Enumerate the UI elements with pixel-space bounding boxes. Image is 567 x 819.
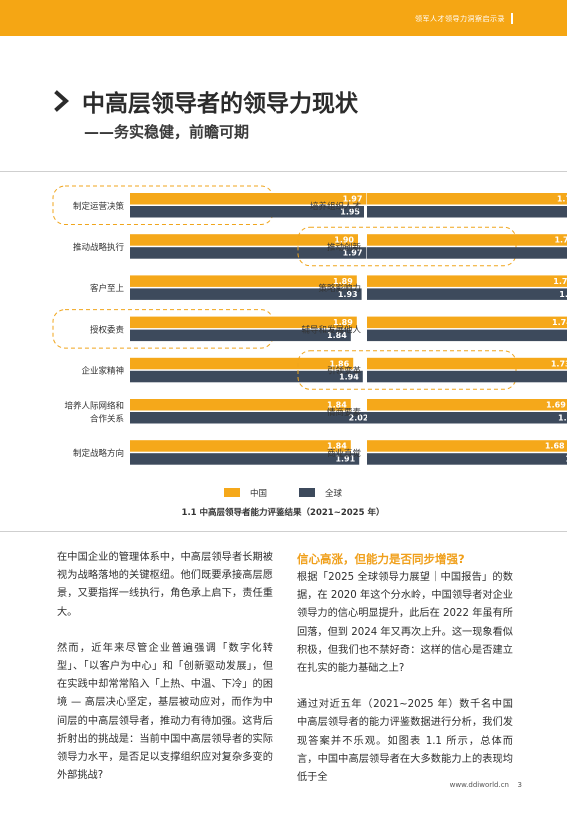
data-label: 1.89: [333, 277, 353, 286]
bar-global: [130, 206, 364, 218]
data-label: 1.97: [343, 195, 363, 204]
data-label: 1.97: [343, 249, 363, 258]
data-label: 1.86: [329, 359, 349, 368]
category-label: 辅导和发展他人: [301, 324, 361, 335]
legend-swatch: [299, 488, 315, 497]
bar-global: [367, 453, 567, 465]
highlight-box: [297, 350, 517, 390]
bar-global: [367, 288, 567, 300]
bar-global: [130, 453, 360, 465]
bar-china: [130, 275, 357, 287]
data-label: 1.68: [545, 442, 565, 451]
bar-global: [367, 370, 567, 383]
legend-label: 中国: [250, 488, 267, 499]
category-label: 推动战略执行: [73, 242, 125, 253]
page-subtitle: ——务实稳健，前瞻可期: [84, 123, 250, 141]
category-label: 培养人际网络和: [64, 400, 124, 411]
bar-china: [130, 357, 354, 370]
bar-global: [130, 412, 373, 424]
series-title: 领军人才领导力洞察启示录: [415, 15, 505, 23]
bar-china: [130, 316, 357, 329]
bar-global: [367, 206, 567, 218]
chevron-right-icon: [54, 90, 70, 112]
body-paragraph: 然而，近年来尽管企业普遍强调「数字化转型」、「以客户为中心」和「创新驱动发展」，…: [57, 642, 273, 782]
bar-china: [367, 316, 567, 329]
data-label: 1.73: [551, 359, 567, 368]
category-label: 推动创新: [327, 242, 362, 253]
data-label: 1.69: [546, 401, 566, 410]
data-label: 1.91: [335, 455, 355, 464]
right-column: 信心高涨，但能力是否同步增强? 根据「2025 全球领导力展望｜中国报告」的数据…: [297, 550, 513, 805]
bar-china: [130, 399, 351, 411]
chart-caption: 1.1 中高层领导者能力评鉴结果（2021~2025 年）: [182, 507, 385, 518]
data-label: 1.80: [559, 290, 567, 299]
bar-global: [367, 247, 567, 259]
section-heading: 信心高涨，但能力是否同步增强?: [297, 552, 465, 566]
highlight-box: [297, 226, 517, 267]
bar-china: [367, 193, 567, 205]
body-paragraph: 根据「2025 全球领导力展望｜中国报告」的数据，在 2020 年这个分水岭，中…: [297, 572, 513, 675]
data-label: 1.78: [557, 195, 567, 204]
legend-label: 全球: [325, 488, 343, 499]
bar-china: [367, 234, 567, 246]
category-label: 策略影响力: [318, 283, 361, 294]
bar-china: [367, 357, 567, 370]
bar-china: [130, 440, 351, 452]
data-label: 1.90: [334, 236, 354, 245]
category-label: 企业家精神: [81, 366, 124, 377]
bar-global: [130, 370, 363, 383]
data-label: 1.74: [552, 318, 567, 327]
category-label: 培养组织人才: [310, 201, 361, 212]
data-label: 1.75: [553, 277, 567, 286]
competency-bar-chart: 制定运营决策 1.97 1.95 推动战略执行 1.90 1.97 客户至上 1.89 1.93…: [52, 185, 567, 518]
data-label: 1.84: [327, 331, 347, 340]
highlight-box: [52, 309, 274, 349]
category-label: 合作关系: [90, 413, 124, 424]
bar-global: [130, 288, 362, 300]
left-column: 在中国企业的管理体系中，中高层领导者长期被视为战略落地的关键枢纽。他们既要承接高…: [57, 549, 273, 803]
page-title: 中高层领导者的领导力现状: [82, 91, 358, 117]
bar-china: [130, 234, 358, 246]
body-paragraph: 通过对近五年（2021~2025 年）数千名中国中高层领导者的能力评鉴数据进行分…: [297, 699, 513, 784]
bar-china: [367, 399, 567, 411]
bar-global: [367, 412, 567, 424]
page-number: 3: [517, 781, 522, 789]
data-label: 1.93: [338, 290, 358, 299]
highlight-box: [52, 185, 274, 225]
body-paragraph: 在中国企业的管理体系中，中高层领导者长期被视为战略落地的关键枢纽。他们既要承接高…: [57, 552, 273, 618]
footer-url[interactable]: www.ddiworld.cn: [449, 781, 509, 789]
bar-global: [130, 247, 367, 259]
category-label: 商业直觉: [327, 448, 362, 459]
data-label: 1.76: [554, 236, 567, 245]
data-label: 1.89: [333, 318, 353, 327]
top-banner: 领军人才领导力洞察启示录: [0, 0, 567, 36]
header-divider: [511, 13, 513, 24]
chart-area: [0, 171, 567, 532]
bar-china: [367, 440, 567, 452]
data-label: 1.85: [565, 455, 567, 464]
category-label: 授权委责: [90, 324, 125, 335]
bar-global: [130, 329, 351, 342]
bar-china: [130, 193, 367, 205]
category-label: 情商要素: [327, 407, 362, 418]
legend-swatch: [224, 488, 240, 497]
category-label: 制定运营决策: [73, 201, 125, 212]
data-label: 2.02: [349, 414, 369, 423]
data-label: 1.94: [339, 372, 359, 381]
data-label: 1.79: [558, 414, 567, 423]
bar-china: [367, 275, 567, 287]
data-label: 1.95: [340, 208, 360, 217]
data-label: 1.84: [327, 442, 347, 451]
category-label: 客户至上: [90, 283, 125, 294]
category-label: 制定战略方向: [73, 448, 124, 459]
category-label: 引领变革: [327, 366, 362, 377]
bar-global: [367, 329, 567, 342]
data-label: 1.84: [327, 401, 347, 410]
